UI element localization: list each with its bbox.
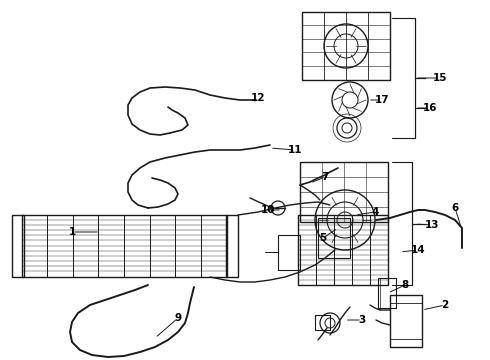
Text: 10: 10: [261, 205, 275, 215]
Bar: [12, 215, 24, 277]
Text: 16: 16: [423, 103, 437, 113]
Text: 13: 13: [425, 220, 439, 230]
Text: 4: 4: [371, 207, 379, 217]
Text: 14: 14: [411, 245, 425, 255]
Bar: [318, 218, 350, 258]
Text: 7: 7: [321, 172, 329, 182]
Bar: [22, 215, 227, 277]
Bar: [378, 278, 396, 308]
Text: 5: 5: [319, 233, 327, 243]
Bar: [302, 12, 390, 80]
Text: 15: 15: [433, 73, 447, 83]
Bar: [298, 215, 388, 285]
Text: 12: 12: [251, 93, 265, 103]
Text: 2: 2: [441, 300, 449, 310]
Text: 8: 8: [401, 280, 409, 290]
Text: 6: 6: [451, 203, 459, 213]
Bar: [315, 315, 330, 330]
Bar: [278, 235, 300, 270]
Bar: [226, 215, 238, 277]
Text: 3: 3: [358, 315, 366, 325]
Text: 9: 9: [174, 313, 182, 323]
Text: 11: 11: [288, 145, 302, 155]
Text: 1: 1: [69, 227, 75, 237]
Bar: [300, 162, 388, 222]
Bar: [390, 295, 422, 347]
Text: 17: 17: [375, 95, 390, 105]
